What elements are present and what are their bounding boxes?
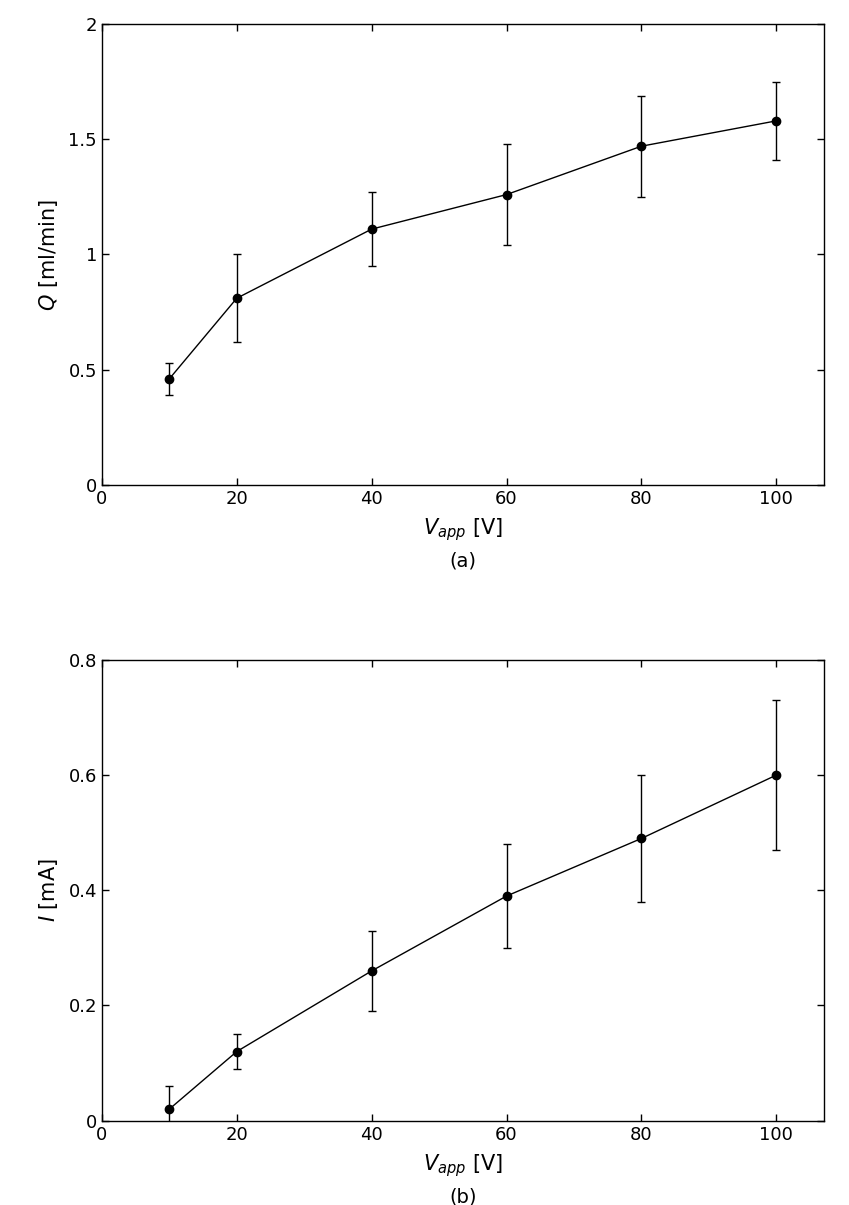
Y-axis label: $\mathit{I}$ [mA]: $\mathit{I}$ [mA] [37,858,60,922]
Text: (b): (b) [449,1187,476,1205]
Text: (a): (a) [449,552,476,570]
Y-axis label: $\mathit{Q}$ [ml/min]: $\mathit{Q}$ [ml/min] [37,199,60,311]
X-axis label: $\mathit{V}_{app}$ [V]: $\mathit{V}_{app}$ [V] [423,516,503,542]
X-axis label: $\mathit{V}_{app}$ [V]: $\mathit{V}_{app}$ [V] [423,1152,503,1178]
